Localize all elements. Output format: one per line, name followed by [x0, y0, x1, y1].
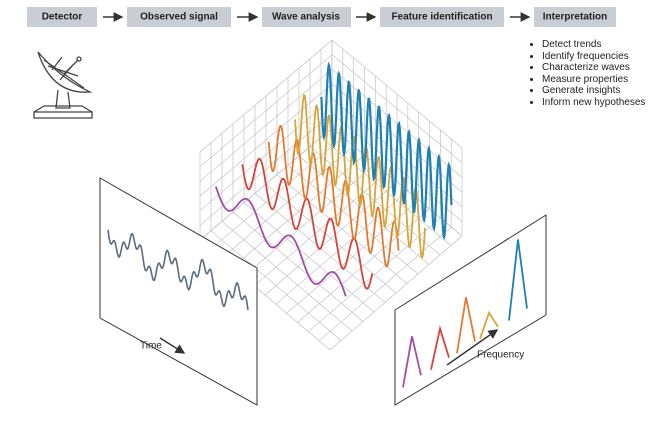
grid-line — [308, 217, 441, 332]
wave — [214, 186, 347, 297]
step-box — [380, 7, 504, 27]
grid-line — [199, 98, 333, 211]
spectral-peak — [430, 325, 450, 370]
pipeline: Detector Observed signal Wave analysis F… — [27, 7, 616, 27]
step-label: Feature identification — [391, 12, 492, 23]
grid-line — [331, 39, 463, 149]
dish-icon — [33, 51, 93, 119]
output-item: Identify frequencies — [542, 51, 652, 63]
output-item: Detect trends — [542, 39, 652, 51]
spectral-peak — [508, 239, 528, 321]
output-item: Inform new hypotheses — [542, 97, 652, 109]
wave — [294, 93, 426, 260]
step-label: Wave analysis — [272, 12, 340, 23]
wave-3d-plot — [199, 39, 463, 351]
grid-line — [318, 226, 452, 342]
output-item: Characterize waves — [542, 62, 652, 74]
grid-line — [329, 235, 463, 351]
grid-line — [320, 137, 452, 246]
grid-line — [199, 39, 333, 153]
frequency-label: Frequency — [477, 350, 524, 361]
frequency-panel: Frequency — [394, 214, 547, 406]
step-box — [262, 7, 351, 27]
wave — [267, 124, 400, 268]
step-box — [534, 7, 616, 27]
grid-line — [331, 127, 463, 237]
step-label: Observed signal — [140, 12, 218, 23]
grid-line — [199, 69, 333, 182]
time-label: Time — [140, 341, 162, 352]
time-panel: Time — [99, 177, 258, 406]
grid-line — [199, 54, 333, 167]
output-list: Detect trendsIdentify frequenciesCharact… — [532, 39, 652, 108]
wave — [320, 61, 453, 241]
spectral-peak — [479, 310, 499, 340]
grid-line — [331, 54, 463, 163]
arrow — [159, 337, 186, 354]
output-item: Measure properties — [542, 74, 652, 86]
output-item: Generate insights — [542, 85, 652, 97]
spectral-peak — [456, 297, 476, 354]
step-box — [27, 7, 97, 27]
time-signal — [107, 229, 249, 311]
step-box — [127, 7, 231, 27]
grid-line — [199, 83, 333, 197]
grid-line — [264, 181, 398, 296]
step-label: Detector — [42, 12, 83, 23]
grid-line — [199, 113, 333, 226]
arrow — [446, 329, 499, 366]
wave — [241, 158, 374, 290]
spectral-peak — [402, 336, 422, 388]
step-label: Interpretation — [543, 12, 607, 23]
grid-line — [287, 165, 419, 275]
